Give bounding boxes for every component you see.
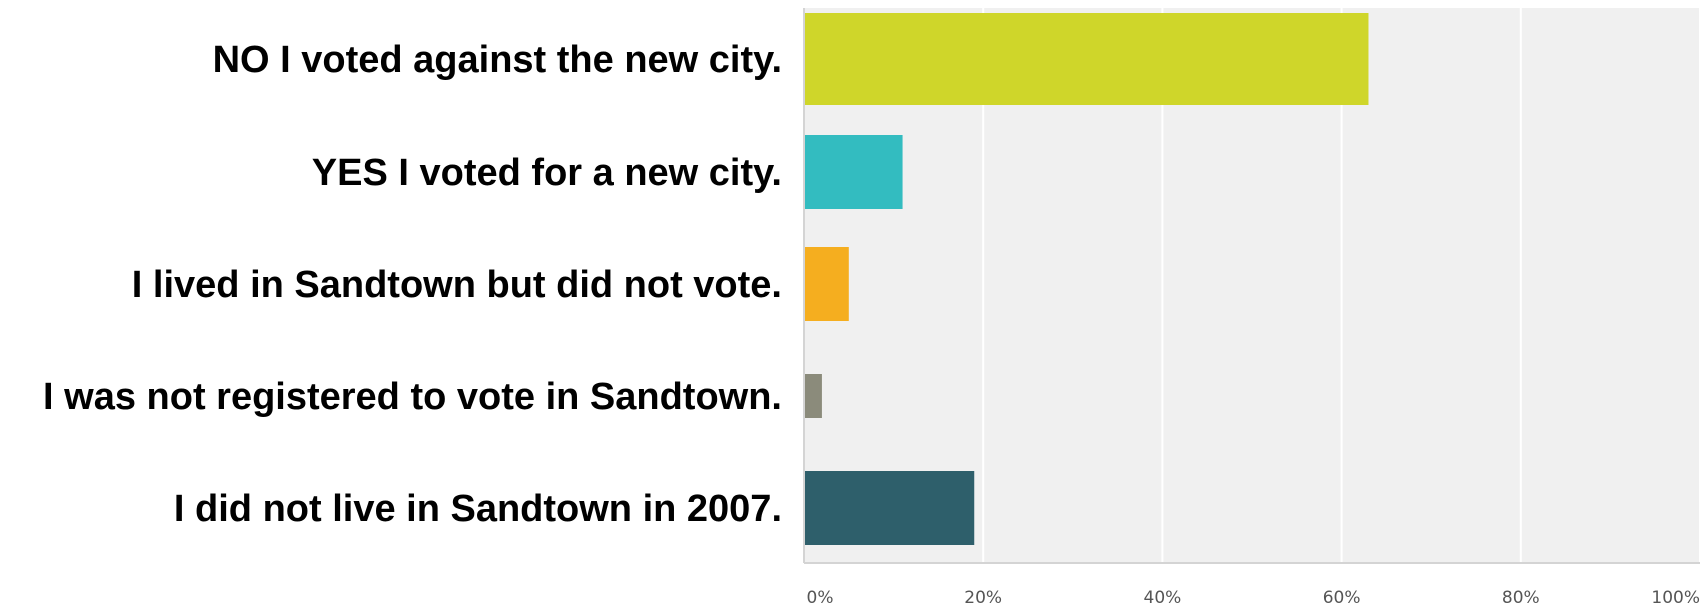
x-tick-label-100: 100% <box>1651 588 1700 608</box>
category-label-2: YES I voted for a new city. <box>312 152 782 194</box>
x-tick-label-20: 20% <box>964 588 1002 608</box>
bar-1 <box>804 13 1369 105</box>
category-label-3: I lived in Sandtown but did not vote. <box>132 264 782 306</box>
bar-4 <box>804 374 822 418</box>
bar-2 <box>804 135 903 209</box>
bars <box>804 13 1369 545</box>
tick-labels: 0% 20% 40% 60% 80% 100% <box>807 588 1700 608</box>
category-labels: NO I voted against the new city. YES I vo… <box>43 39 782 530</box>
x-tick-label-0: 0% <box>807 588 834 608</box>
x-tick-label-80: 80% <box>1502 588 1540 608</box>
bar-3 <box>804 247 849 321</box>
axes <box>803 8 1700 564</box>
bar-5 <box>804 471 975 545</box>
category-label-1: NO I voted against the new city. <box>213 39 782 81</box>
x-tick-label-40: 40% <box>1144 588 1182 608</box>
category-label-5: I did not live in Sandtown in 2007. <box>174 488 782 530</box>
x-tick-label-60: 60% <box>1323 588 1361 608</box>
category-label-4: I was not registered to vote in Sandtown… <box>43 376 782 418</box>
